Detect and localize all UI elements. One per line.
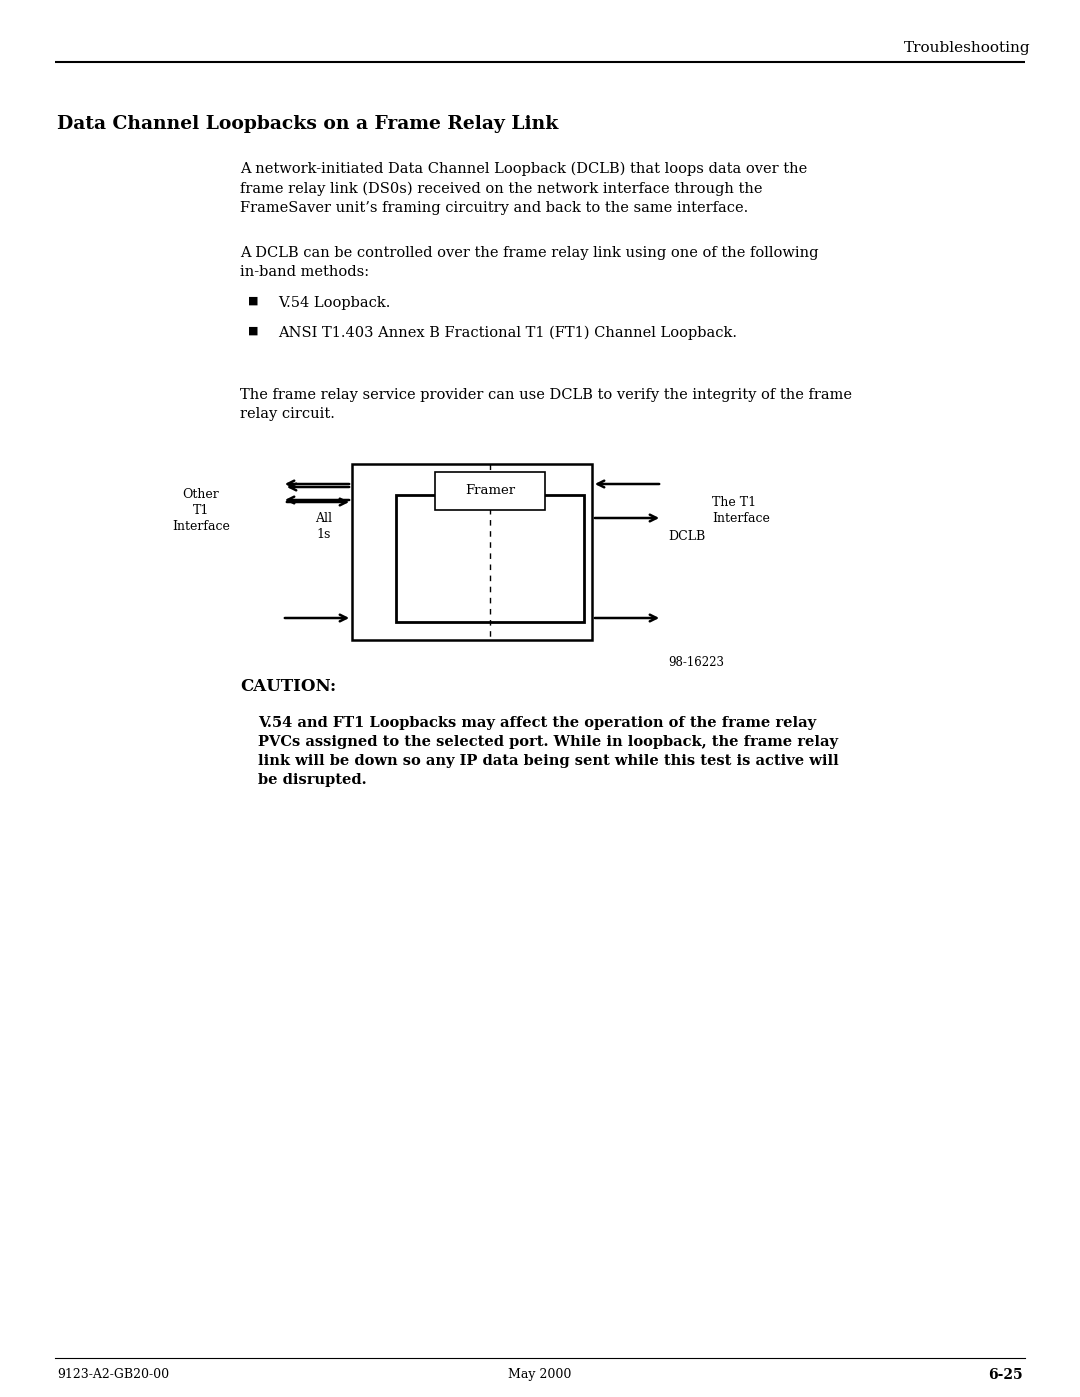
Text: All
1s: All 1s (315, 511, 333, 541)
Bar (435, 472, 545, 510)
Text: ■: ■ (248, 326, 258, 337)
Text: 98-16223: 98-16223 (669, 657, 724, 669)
Text: CAUTION:: CAUTION: (240, 678, 336, 694)
Text: ■: ■ (248, 296, 258, 306)
Text: May 2000: May 2000 (509, 1368, 571, 1382)
Bar (396, 495, 584, 622)
Text: 9123-A2-GB20-00: 9123-A2-GB20-00 (57, 1368, 170, 1382)
Text: ANSI T1.403 Annex B Fractional T1 (FT1) Channel Loopback.: ANSI T1.403 Annex B Fractional T1 (FT1) … (278, 326, 737, 341)
Text: DCLB: DCLB (669, 529, 705, 542)
Text: Other
T1
Interface: Other T1 Interface (172, 488, 230, 532)
Text: The frame relay service provider can use DCLB to verify the integrity of the fra: The frame relay service provider can use… (240, 388, 852, 420)
Text: A network-initiated Data Channel Loopback (DCLB) that loops data over the
frame : A network-initiated Data Channel Loopbac… (240, 162, 807, 215)
Text: Troubleshooting: Troubleshooting (903, 41, 1030, 54)
Text: V.54 Loopback.: V.54 Loopback. (278, 296, 390, 310)
Text: Data Channel Loopbacks on a Frame Relay Link: Data Channel Loopbacks on a Frame Relay … (57, 115, 558, 133)
Text: A DCLB can be controlled over the frame relay link using one of the following
in: A DCLB can be controlled over the frame … (240, 246, 819, 279)
Text: 6-25: 6-25 (988, 1368, 1023, 1382)
Bar (352, 464, 592, 640)
Text: Framer: Framer (464, 485, 515, 497)
Text: The T1
Interface: The T1 Interface (712, 496, 770, 524)
Text: V.54 and FT1 Loopbacks may affect the operation of the frame relay
PVCs assigned: V.54 and FT1 Loopbacks may affect the op… (258, 717, 839, 787)
